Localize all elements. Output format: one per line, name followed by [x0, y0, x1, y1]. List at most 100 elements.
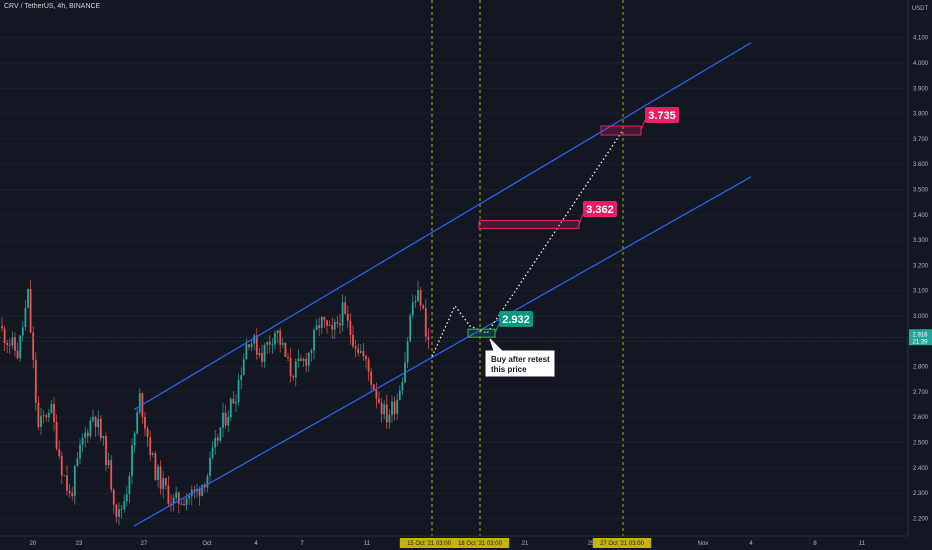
candle-down — [58, 448, 61, 456]
candle-up — [271, 344, 274, 346]
candle-up — [138, 393, 141, 413]
candles — [1, 280, 430, 525]
candle-up — [411, 302, 414, 316]
candle-up — [388, 414, 391, 423]
candle-up — [73, 465, 76, 497]
candle-down — [349, 320, 352, 335]
last-price-badge — [909, 329, 932, 346]
candle-down — [60, 455, 63, 476]
candle-down — [248, 344, 250, 348]
entry-badge-bg — [499, 311, 533, 327]
price-tick-label: 2.300 — [913, 491, 929, 497]
candle-down — [45, 415, 48, 418]
candle-up — [229, 399, 232, 418]
price-tick-label: 2.800 — [913, 365, 929, 371]
candle-up — [258, 352, 261, 355]
candle-up — [401, 382, 404, 391]
candle-down — [318, 325, 321, 328]
candle-up — [240, 375, 243, 380]
price-tick-label: 4.000 — [913, 61, 929, 67]
candle-down — [32, 332, 35, 360]
candle-up — [188, 496, 191, 499]
candle-down — [154, 453, 157, 480]
candle-up — [125, 494, 128, 502]
candle-up — [185, 498, 188, 505]
candle-down — [68, 490, 71, 494]
entry-badge-label: 2.932 — [502, 314, 530, 326]
candle-up — [250, 343, 253, 348]
time-tick-label: 4 — [254, 541, 258, 547]
candle-down — [393, 401, 396, 414]
candle-up — [383, 404, 386, 415]
candle-up — [151, 453, 154, 456]
countdown-label: 21:39 — [912, 339, 928, 345]
time-highlight-bg — [450, 538, 510, 548]
time-tick-label: 4 — [749, 541, 753, 547]
candle-down — [323, 317, 326, 321]
candle-down — [261, 352, 263, 362]
price-tick-label: 2.500 — [913, 441, 929, 447]
candle-down — [422, 305, 425, 309]
candle-up — [120, 509, 123, 510]
time-axis[interactable]: 20 23 27 Oct 4 7 11 15 Oct '21 03:00 18 Oct '21 … — [0, 535, 932, 550]
candle-up — [89, 420, 92, 437]
currency-label: USDT — [912, 6, 929, 12]
candle-down — [110, 460, 113, 490]
candle-up — [333, 321, 336, 330]
candle-up — [42, 415, 45, 417]
time-tick-label: 8 — [813, 541, 817, 547]
candle-up — [227, 417, 230, 426]
candle-down — [1, 326, 3, 329]
candle-up — [206, 475, 209, 488]
candle-down — [279, 330, 282, 345]
candle-up — [40, 415, 42, 427]
candle-down — [115, 504, 118, 517]
candle-down — [375, 389, 378, 399]
candle-up — [92, 416, 94, 421]
candle-up — [222, 412, 224, 428]
price-tick-label: 3.500 — [913, 188, 929, 194]
candle-up — [201, 484, 204, 496]
price-tick-label: 3.400 — [913, 213, 929, 219]
time-tick-label: 25 — [588, 541, 595, 547]
candle-up — [102, 436, 105, 439]
candle-up — [118, 509, 120, 517]
candle-up — [302, 358, 305, 361]
candle-down — [372, 384, 375, 390]
candle-down — [365, 356, 367, 360]
target-1-badge-bg — [645, 107, 679, 123]
candle-up — [47, 412, 50, 418]
candle-down — [255, 335, 258, 355]
price-tick-label: 2.400 — [913, 466, 929, 472]
candle-down — [146, 428, 149, 438]
candle-down — [112, 489, 115, 505]
candle-down — [339, 323, 341, 326]
candle-up — [131, 445, 133, 477]
price-tick-label: 2.600 — [913, 415, 929, 421]
candle-up — [328, 325, 331, 326]
candle-up — [123, 501, 126, 510]
price-axis-bg — [908, 0, 932, 550]
candle-up — [50, 404, 53, 413]
price-axis[interactable]: USDT 4.100 4.000 3.900 3.800 3.700 3.600 3.500 3… — [907, 0, 932, 550]
candle-up — [107, 460, 110, 466]
target-2-badge-label: 3.362 — [586, 204, 614, 216]
note-bubble — [485, 338, 555, 377]
last-price-label: 2.916 — [912, 332, 928, 338]
candle-down — [14, 336, 16, 351]
candle-up — [409, 315, 412, 342]
candle-up — [396, 399, 399, 414]
candle-down — [167, 485, 170, 504]
candle-up — [157, 466, 159, 480]
candle-up — [172, 497, 175, 504]
candle-up — [219, 427, 222, 441]
candle-down — [193, 489, 196, 491]
candle-down — [71, 493, 74, 497]
price-tick-label: 3.800 — [913, 112, 929, 118]
target-2-badge-bg — [583, 201, 617, 217]
candle-down — [326, 320, 328, 326]
candle-up — [245, 344, 248, 360]
candle-up — [359, 351, 362, 353]
candle-up — [315, 325, 318, 331]
